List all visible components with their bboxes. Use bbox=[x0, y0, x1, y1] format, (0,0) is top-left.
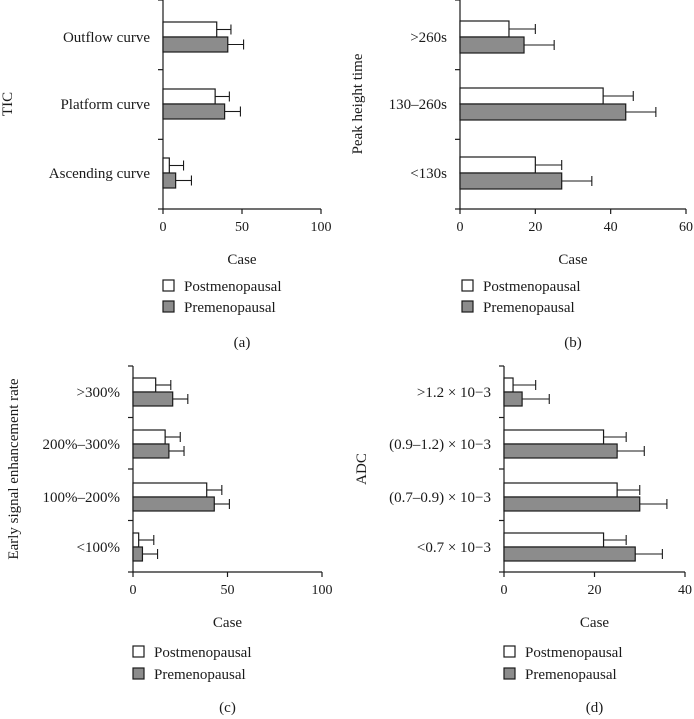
x-tick-label: 0 bbox=[130, 583, 137, 598]
panel-label: (d) bbox=[586, 700, 604, 716]
x-axis-title: Case bbox=[580, 615, 610, 631]
legend-label: Premenopausal bbox=[525, 667, 617, 683]
category-label: >260s bbox=[410, 30, 447, 46]
y-axis-title: TIC bbox=[0, 92, 16, 116]
premenopausal-bar bbox=[503, 391, 523, 407]
premenopausal-legend-swatch bbox=[132, 667, 145, 680]
postmenopausal-bar bbox=[132, 482, 208, 498]
category-label: Outflow curve bbox=[63, 30, 150, 46]
chart-panel-c: 0 50 100 >300% 200%–300% 100%–200% <100% Early … bbox=[6, 365, 333, 716]
category-label: >1.2 × 10−3 bbox=[417, 385, 491, 401]
panel-label: (c) bbox=[219, 700, 236, 716]
x-tick-label: 0 bbox=[160, 220, 167, 235]
x-tick-label: 100 bbox=[312, 583, 333, 598]
postmenopausal-bar bbox=[132, 377, 157, 393]
category-label: 100%–200% bbox=[43, 490, 121, 506]
premenopausal-bar bbox=[162, 36, 229, 53]
premenopausal-bar bbox=[132, 496, 215, 512]
legend-label: Premenopausal bbox=[154, 667, 246, 683]
postmenopausal-bar bbox=[503, 532, 605, 548]
premenopausal-bar bbox=[503, 546, 636, 562]
premenopausal-legend-swatch bbox=[461, 300, 474, 313]
premenopausal-bar bbox=[162, 172, 177, 189]
legend-label: Postmenopausal bbox=[483, 279, 581, 295]
postmenopausal-legend-swatch bbox=[461, 279, 474, 292]
premenopausal-bar bbox=[132, 546, 144, 562]
x-tick-label: 0 bbox=[501, 583, 508, 598]
category-label: 130–260s bbox=[389, 97, 448, 113]
postmenopausal-bar bbox=[459, 156, 536, 174]
category-label: <100% bbox=[77, 540, 120, 556]
x-axis-title: Case bbox=[227, 252, 257, 268]
x-tick-label: 50 bbox=[235, 220, 249, 235]
postmenopausal-bar bbox=[503, 482, 618, 498]
postmenopausal-bar bbox=[132, 532, 140, 548]
y-axis-title: ADC bbox=[354, 453, 370, 485]
premenopausal-bar bbox=[459, 36, 525, 54]
premenopausal-legend-swatch bbox=[503, 667, 516, 680]
premenopausal-bar bbox=[503, 443, 618, 459]
premenopausal-bar bbox=[503, 496, 641, 512]
x-tick-label: 60 bbox=[679, 220, 693, 235]
postmenopausal-bar bbox=[132, 429, 166, 445]
category-label: 200%–300% bbox=[43, 437, 121, 453]
x-tick-label: 100 bbox=[311, 220, 332, 235]
category-label: <130s bbox=[410, 166, 447, 182]
y-axis-title: Early signal enhancement rate bbox=[6, 378, 22, 560]
x-tick-label: 0 bbox=[457, 220, 464, 235]
x-tick-label: 40 bbox=[604, 220, 618, 235]
postmenopausal-bar bbox=[162, 157, 170, 174]
postmenopausal-bar bbox=[459, 87, 604, 105]
legend-label: Postmenopausal bbox=[184, 279, 282, 295]
postmenopausal-bar bbox=[162, 21, 218, 38]
x-tick-label: 20 bbox=[528, 220, 542, 235]
x-tick-label: 40 bbox=[678, 583, 692, 598]
premenopausal-bar bbox=[459, 172, 563, 190]
category-label: >300% bbox=[77, 385, 120, 401]
premenopausal-bar bbox=[162, 103, 226, 120]
x-tick-label: 50 bbox=[221, 583, 235, 598]
legend-label: Premenopausal bbox=[184, 300, 276, 316]
postmenopausal-bar bbox=[459, 20, 510, 38]
category-label: (0.7–0.9) × 10−3 bbox=[389, 490, 491, 506]
premenopausal-legend-swatch bbox=[162, 300, 175, 313]
category-label: Ascending curve bbox=[49, 166, 151, 182]
category-label: Platform curve bbox=[60, 97, 150, 113]
postmenopausal-bar bbox=[503, 377, 514, 393]
premenopausal-bar bbox=[132, 391, 174, 407]
chart-panel-a: 0 50 100 Outflow curve Platform curve Ascendi… bbox=[0, 0, 332, 351]
postmenopausal-bar bbox=[162, 88, 216, 105]
y-axis-title: Peak height time bbox=[350, 53, 366, 154]
x-tick-label: 20 bbox=[588, 583, 602, 598]
postmenopausal-legend-swatch bbox=[132, 645, 145, 658]
postmenopausal-legend-swatch bbox=[162, 279, 175, 292]
legend-label: Postmenopausal bbox=[154, 645, 252, 661]
postmenopausal-legend-swatch bbox=[503, 645, 516, 658]
premenopausal-bar bbox=[132, 443, 170, 459]
postmenopausal-bar bbox=[503, 429, 605, 445]
premenopausal-bar bbox=[459, 103, 627, 121]
x-axis-title: Case bbox=[558, 252, 588, 268]
panel-label: (a) bbox=[234, 335, 251, 351]
category-label: (0.9–1.2) × 10−3 bbox=[389, 437, 491, 453]
chart-panel-d: 0 20 40 >1.2 × 10−3 (0.9–1.2) × 10−3 (0.7–0.9… bbox=[354, 365, 692, 716]
x-axis-title: Case bbox=[213, 615, 243, 631]
category-label: <0.7 × 10−3 bbox=[417, 540, 491, 556]
legend-label: Premenopausal bbox=[483, 300, 575, 316]
chart-panel-b: 0 20 40 60 >260s 130–260s <130s Peak height tim… bbox=[350, 0, 693, 351]
legend-label: Postmenopausal bbox=[525, 645, 623, 661]
panel-label: (b) bbox=[564, 335, 582, 351]
